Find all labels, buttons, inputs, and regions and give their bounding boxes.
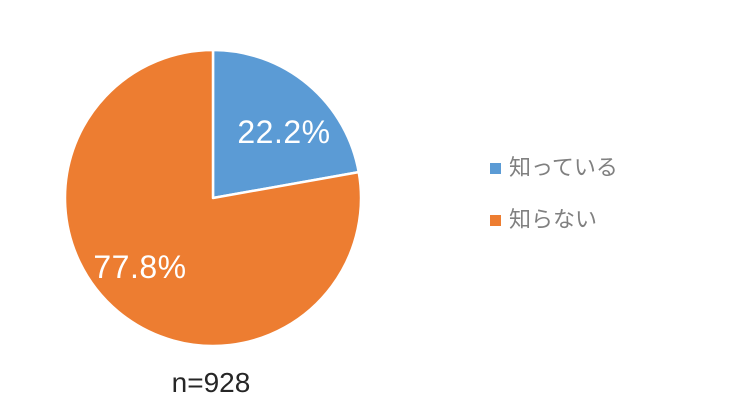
legend-item-know: 知っている	[490, 156, 618, 180]
legend-label-dont-know: 知らない	[509, 207, 598, 232]
legend-item-dont-know: 知らない	[490, 208, 618, 232]
chart-legend: 知っている 知らない	[490, 156, 618, 232]
pie-slice-1	[63, 48, 363, 348]
pie-slice-0	[211, 48, 360, 200]
sample-size-note: n=928	[171, 367, 251, 398]
legend-swatch-blue-icon	[490, 162, 501, 174]
legend-label-know: 知っている	[509, 155, 618, 180]
pie-slice-label-know: 22.2%	[237, 114, 331, 150]
pie-slice-label-dont-know: 77.8%	[93, 249, 187, 285]
legend-swatch-orange-icon	[490, 214, 501, 226]
